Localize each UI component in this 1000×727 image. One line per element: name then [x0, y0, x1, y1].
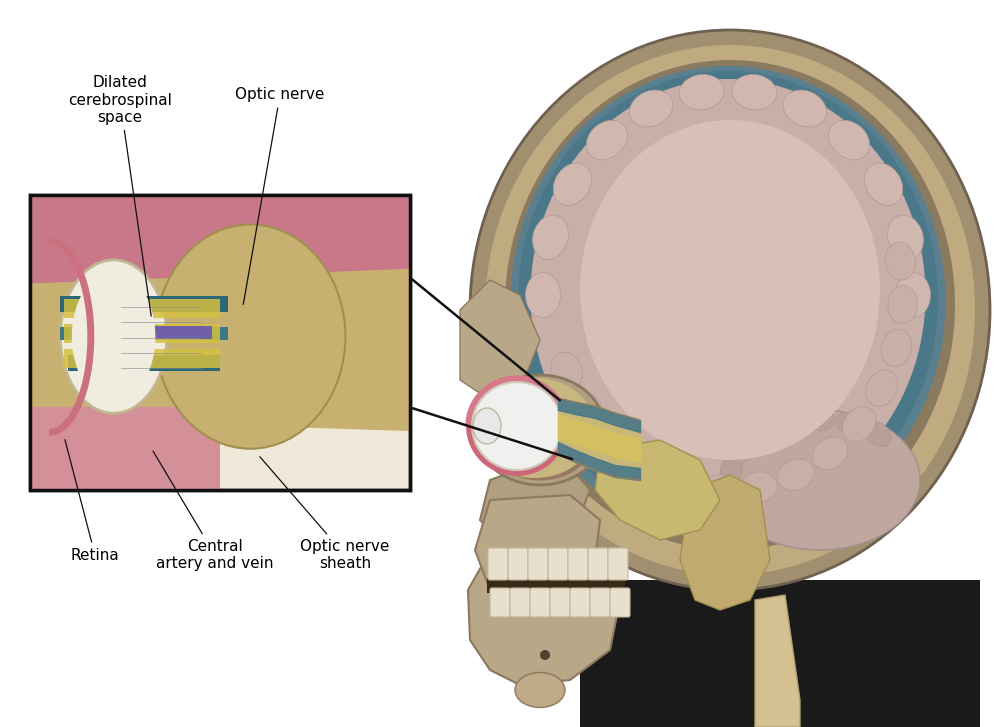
Polygon shape: [480, 455, 590, 550]
Ellipse shape: [778, 459, 814, 490]
FancyBboxPatch shape: [508, 548, 528, 580]
Polygon shape: [595, 440, 720, 540]
Ellipse shape: [485, 45, 975, 575]
FancyBboxPatch shape: [548, 548, 568, 580]
Polygon shape: [68, 355, 220, 371]
Ellipse shape: [475, 378, 595, 478]
Ellipse shape: [749, 421, 776, 447]
Ellipse shape: [629, 90, 673, 127]
Text: Central
artery and vein: Central artery and vein: [153, 451, 274, 571]
Ellipse shape: [700, 475, 738, 505]
Text: Retina: Retina: [65, 440, 119, 563]
Ellipse shape: [595, 425, 630, 458]
FancyBboxPatch shape: [550, 588, 570, 617]
FancyBboxPatch shape: [590, 588, 610, 617]
FancyBboxPatch shape: [588, 548, 608, 580]
Ellipse shape: [60, 260, 167, 414]
Ellipse shape: [865, 163, 903, 205]
Ellipse shape: [526, 273, 560, 318]
Ellipse shape: [72, 272, 155, 401]
Ellipse shape: [569, 391, 602, 427]
Polygon shape: [60, 296, 228, 313]
Ellipse shape: [533, 215, 568, 260]
FancyBboxPatch shape: [488, 548, 508, 580]
Polygon shape: [680, 475, 770, 610]
Ellipse shape: [530, 79, 926, 511]
Polygon shape: [487, 578, 625, 593]
Ellipse shape: [836, 412, 865, 435]
FancyBboxPatch shape: [30, 195, 410, 490]
Ellipse shape: [881, 329, 912, 366]
Ellipse shape: [626, 450, 662, 482]
Polygon shape: [580, 580, 980, 727]
Text: Optic nerve: Optic nerve: [235, 87, 325, 305]
Ellipse shape: [732, 74, 777, 110]
Polygon shape: [460, 280, 540, 400]
Ellipse shape: [888, 286, 918, 324]
Polygon shape: [30, 269, 410, 431]
FancyBboxPatch shape: [530, 588, 550, 617]
Ellipse shape: [888, 215, 923, 260]
FancyBboxPatch shape: [510, 588, 530, 617]
Ellipse shape: [720, 410, 920, 550]
Ellipse shape: [679, 74, 724, 110]
Ellipse shape: [864, 421, 891, 447]
Text: Optic nerve
sheath: Optic nerve sheath: [260, 457, 390, 571]
FancyBboxPatch shape: [570, 588, 590, 617]
Ellipse shape: [866, 370, 898, 406]
Ellipse shape: [783, 90, 827, 127]
Polygon shape: [64, 299, 220, 318]
Ellipse shape: [730, 436, 754, 464]
Ellipse shape: [155, 225, 345, 449]
Ellipse shape: [515, 672, 565, 707]
Ellipse shape: [580, 120, 880, 460]
Ellipse shape: [775, 412, 804, 435]
Ellipse shape: [475, 375, 605, 485]
FancyBboxPatch shape: [610, 588, 630, 617]
Polygon shape: [755, 595, 800, 727]
Ellipse shape: [720, 454, 743, 484]
Ellipse shape: [553, 163, 591, 205]
Polygon shape: [475, 495, 600, 610]
Ellipse shape: [518, 71, 938, 529]
Ellipse shape: [511, 66, 946, 538]
Ellipse shape: [540, 650, 550, 660]
Ellipse shape: [829, 120, 870, 160]
Ellipse shape: [842, 406, 876, 441]
Ellipse shape: [739, 472, 777, 502]
Ellipse shape: [482, 384, 598, 481]
Polygon shape: [64, 349, 220, 368]
Ellipse shape: [805, 409, 835, 431]
Polygon shape: [106, 326, 212, 339]
Ellipse shape: [470, 30, 990, 590]
Polygon shape: [30, 407, 220, 490]
FancyBboxPatch shape: [528, 548, 548, 580]
Ellipse shape: [472, 382, 562, 470]
Ellipse shape: [662, 467, 699, 498]
Polygon shape: [60, 327, 228, 340]
Ellipse shape: [896, 273, 930, 318]
Ellipse shape: [812, 437, 848, 470]
FancyBboxPatch shape: [608, 548, 628, 580]
Ellipse shape: [586, 120, 627, 160]
Ellipse shape: [505, 60, 955, 550]
Polygon shape: [30, 195, 410, 298]
Ellipse shape: [551, 353, 582, 389]
Ellipse shape: [473, 408, 501, 444]
FancyBboxPatch shape: [568, 548, 588, 580]
Polygon shape: [64, 324, 220, 343]
Polygon shape: [468, 545, 620, 685]
Ellipse shape: [720, 475, 743, 505]
FancyBboxPatch shape: [490, 588, 510, 617]
Text: Dilated
cerebrospinal
space: Dilated cerebrospinal space: [68, 75, 172, 316]
Ellipse shape: [885, 242, 915, 280]
